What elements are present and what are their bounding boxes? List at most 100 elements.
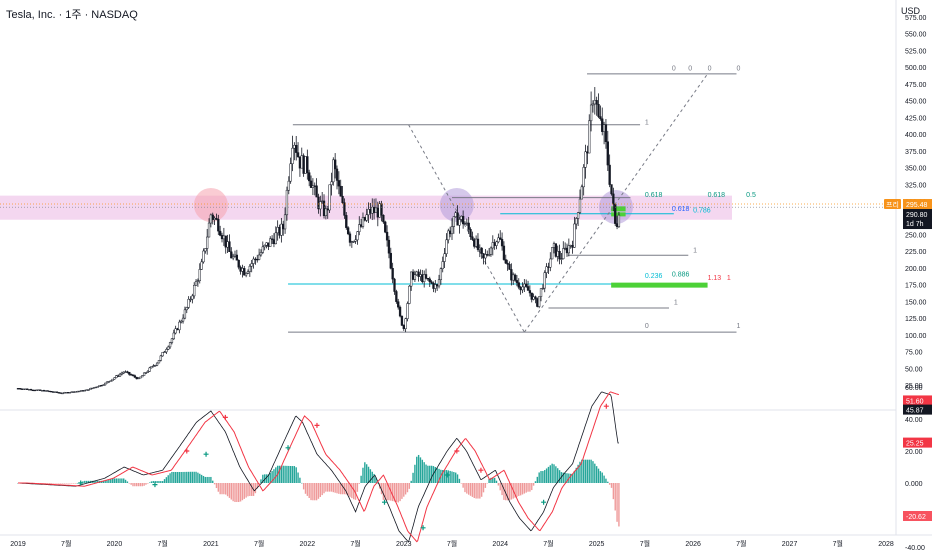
candle-body: [109, 380, 112, 382]
candle-body: [37, 389, 40, 391]
price-tick-label: 175.00: [905, 283, 927, 290]
candle-body: [191, 295, 194, 300]
histogram-bar: [360, 475, 362, 483]
target-box[interactable]: [611, 206, 626, 212]
histogram-bar: [230, 483, 232, 500]
candle-body: [356, 231, 359, 241]
price-tick-label: 125.00: [905, 316, 927, 323]
histogram-bar: [128, 483, 130, 484]
histogram-bar: [119, 478, 121, 483]
candle-body: [358, 224, 361, 232]
histogram-bar: [293, 466, 296, 483]
histogram-bar: [215, 483, 218, 489]
candle-body: [295, 144, 298, 153]
candle-body: [411, 271, 415, 280]
candle-body: [254, 258, 257, 261]
histogram-bar: [93, 480, 95, 483]
candle-body: [200, 261, 203, 270]
histogram-bar: [317, 483, 320, 499]
candle-body: [322, 200, 326, 216]
histogram-bar: [553, 464, 555, 483]
histogram-bar: [295, 467, 297, 483]
trend-line[interactable]: [523, 73, 708, 333]
fib-label: 0: [737, 66, 741, 73]
highlight-circle[interactable]: [193, 188, 228, 223]
candle-body: [538, 296, 541, 307]
currency-label[interactable]: USD: [900, 6, 920, 16]
candle-body: [575, 218, 578, 225]
histogram-bar: [365, 464, 368, 483]
histogram-bar: [137, 483, 140, 487]
histogram-bar: [273, 469, 275, 483]
cross-marker: [203, 451, 209, 457]
histogram-bar: [356, 483, 359, 492]
histogram-bar: [449, 470, 451, 483]
histogram-bar: [458, 478, 461, 483]
candle-body: [233, 254, 237, 257]
histogram-bar: [48, 483, 51, 484]
histogram-bar: [69, 483, 71, 484]
fib-label: 0.618: [645, 192, 663, 199]
histogram-bar: [416, 456, 418, 483]
histogram-bar: [540, 471, 542, 483]
fib-label: 0.236: [645, 273, 663, 280]
chart-title: Tesla, Inc. · 1주 · NASDAQ: [6, 9, 138, 21]
histogram-bar: [85, 480, 88, 483]
histogram-bar: [139, 483, 142, 487]
histogram-bar: [327, 483, 329, 492]
histogram-bar: [163, 479, 166, 483]
candle-body: [285, 189, 289, 216]
candle-body: [456, 212, 459, 226]
histogram-bar: [466, 483, 468, 494]
target-box[interactable]: [611, 282, 708, 288]
candle-body: [40, 390, 44, 392]
candle-body: [324, 208, 328, 216]
target-box[interactable]: [611, 212, 626, 217]
histogram-bar: [471, 483, 474, 497]
histogram-bar: [97, 480, 99, 483]
candle-body: [206, 236, 209, 249]
candle-body: [129, 374, 133, 376]
candle-body: [359, 224, 363, 227]
histogram-bar: [477, 483, 479, 499]
time-tick-label: 2025: [589, 541, 605, 548]
candle-body: [328, 184, 331, 211]
candle-body: [330, 181, 333, 186]
histogram-bar: [178, 471, 181, 483]
price-tick-label: 100.00: [905, 333, 927, 340]
candle-body: [549, 258, 552, 268]
candle-body: [18, 388, 22, 390]
histogram-bar: [262, 474, 264, 483]
prev-close-tag: [884, 199, 901, 210]
oscillator-tick-label: 0.000: [905, 481, 923, 488]
candle-body: [341, 195, 344, 203]
histogram-bar: [410, 480, 412, 483]
fib-label: 0.618: [672, 206, 690, 213]
histogram-bar: [592, 461, 594, 483]
highlight-circle[interactable]: [439, 188, 474, 223]
candle-body: [415, 271, 418, 276]
candle-body: [152, 365, 155, 367]
candle-body: [584, 151, 587, 168]
candle-body: [176, 328, 179, 331]
candle-body: [213, 217, 216, 220]
candle-body: [513, 274, 517, 281]
histogram-bar: [419, 457, 422, 483]
trend-line[interactable]: [408, 124, 525, 333]
candle-body: [283, 214, 287, 230]
time-tick-label: 2027: [782, 541, 798, 548]
candle-body: [92, 387, 96, 389]
candle-body: [55, 391, 59, 393]
candle-body: [474, 238, 478, 247]
candle-body: [96, 386, 99, 388]
candle-body: [428, 278, 431, 283]
candle-body: [552, 243, 556, 248]
candle-body: [615, 223, 619, 227]
candle-body: [128, 371, 131, 375]
candle-body: [83, 390, 86, 392]
histogram-bar: [111, 478, 114, 483]
candle-body: [361, 217, 365, 227]
candle-body: [473, 239, 476, 247]
